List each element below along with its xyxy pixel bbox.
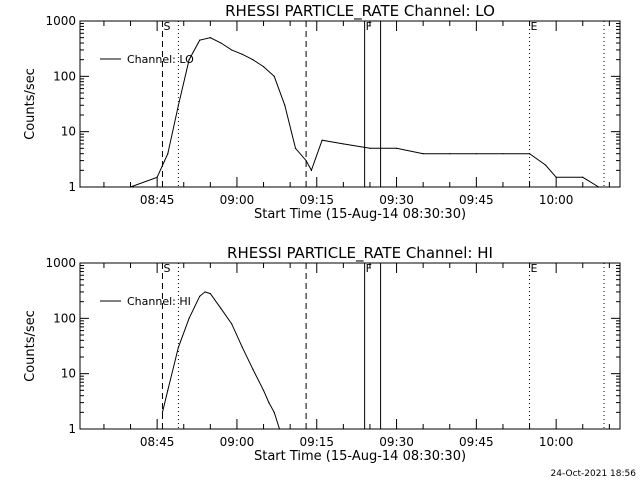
x-tick-label: 09:30 bbox=[379, 193, 414, 207]
x-tick-label: 08:45 bbox=[140, 435, 175, 449]
flag-label: F bbox=[366, 20, 372, 33]
data-point bbox=[598, 186, 600, 188]
data-point bbox=[129, 186, 132, 188]
data-point bbox=[369, 147, 371, 149]
data-point bbox=[241, 346, 243, 348]
data-point bbox=[220, 42, 222, 44]
data-point bbox=[544, 164, 547, 166]
data-point bbox=[310, 169, 313, 171]
data-point bbox=[188, 317, 190, 319]
data-point bbox=[475, 153, 477, 155]
y-tick-label: 1000 bbox=[45, 14, 76, 28]
y-axis-label: Counts/sec bbox=[23, 68, 38, 140]
data-point bbox=[284, 104, 286, 106]
data-point bbox=[204, 291, 206, 293]
chart-title: RHESSI PARTICLE_RATE Channel: HI bbox=[227, 244, 493, 263]
data-point bbox=[555, 176, 557, 178]
flag-label: E bbox=[531, 20, 538, 33]
panel-hi: 1 10 100 1000 08:45 09:00 09:15 09:30 09:45 10:00… bbox=[23, 244, 621, 464]
data-point bbox=[167, 389, 169, 391]
y-axis-label: Counts/sec bbox=[23, 310, 38, 382]
series-line bbox=[162, 291, 280, 430]
data-point bbox=[241, 53, 243, 55]
x-tick-label: 09:45 bbox=[459, 193, 494, 207]
data-point bbox=[177, 104, 180, 106]
x-tick-label: 08:45 bbox=[140, 193, 175, 207]
data-point bbox=[209, 37, 211, 39]
data-point bbox=[502, 153, 504, 155]
data-point bbox=[156, 176, 158, 178]
y-tick-label: 100 bbox=[53, 69, 76, 83]
flag-label: S bbox=[163, 20, 170, 33]
data-point bbox=[268, 401, 270, 404]
y-tick-label: 1 bbox=[68, 180, 76, 194]
x-tick-label: 09:45 bbox=[459, 435, 494, 449]
y-tick-label: 1 bbox=[68, 422, 76, 436]
data-point bbox=[305, 159, 307, 162]
data-point bbox=[220, 307, 222, 310]
data-point bbox=[167, 153, 169, 155]
x-axis-label: Start Time (15-Aug-14 08:30:30) bbox=[254, 449, 466, 464]
data-point bbox=[199, 39, 201, 41]
data-point bbox=[252, 59, 254, 61]
x-tick-label: 09:15 bbox=[299, 193, 334, 207]
data-point bbox=[321, 139, 323, 141]
x-tick-label: 09:15 bbox=[299, 435, 334, 449]
data-point bbox=[422, 153, 424, 155]
y-tick-label: 100 bbox=[53, 311, 76, 325]
x-tick-label: 09:30 bbox=[379, 435, 414, 449]
legend-label: Channel: LO bbox=[127, 53, 194, 66]
data-point bbox=[199, 295, 201, 297]
legend-label: Channel: HI bbox=[127, 295, 191, 308]
y-tick-label: 1000 bbox=[45, 256, 76, 270]
flag-label: S bbox=[163, 262, 170, 275]
data-point bbox=[161, 411, 164, 413]
flag-label: F bbox=[366, 262, 372, 275]
data-point bbox=[79, 186, 81, 188]
data-point bbox=[103, 186, 105, 188]
x-tick-label: 09:00 bbox=[220, 193, 255, 207]
x-tick-label: 10:00 bbox=[539, 435, 574, 449]
x-axis-label: Start Time (15-Aug-14 08:30:30) bbox=[254, 207, 466, 222]
data-point bbox=[273, 411, 275, 413]
data-point bbox=[342, 143, 344, 145]
data-point bbox=[188, 59, 190, 61]
panel-lo: 1 10 100 1000 08:45 09:00 09:15 09:30 09:45 10:00… bbox=[23, 2, 621, 222]
data-point bbox=[278, 428, 281, 430]
data-point bbox=[395, 147, 398, 149]
chart-title: RHESSI PARTICLE_RATE Channel: LO bbox=[225, 2, 495, 21]
flag-label: E bbox=[531, 262, 538, 275]
data-point bbox=[449, 153, 451, 155]
data-point bbox=[528, 153, 531, 155]
data-point bbox=[273, 75, 275, 77]
data-point bbox=[231, 49, 233, 51]
data-point bbox=[177, 346, 180, 348]
data-point bbox=[209, 292, 211, 295]
data-point bbox=[582, 176, 584, 178]
data-point bbox=[262, 65, 265, 68]
data-point bbox=[294, 147, 297, 149]
plot-frame bbox=[79, 262, 621, 430]
series-line bbox=[80, 37, 599, 188]
y-tick-label: 10 bbox=[61, 367, 76, 381]
plot-frame bbox=[79, 20, 621, 188]
data-point bbox=[262, 389, 265, 391]
timestamp-label: 24-Oct-2021 18:56 bbox=[551, 469, 637, 479]
data-point bbox=[252, 368, 254, 370]
y-tick-label: 10 bbox=[61, 125, 76, 139]
data-point bbox=[231, 323, 233, 325]
x-tick-label: 09:00 bbox=[220, 435, 255, 449]
x-tick-label: 10:00 bbox=[539, 193, 574, 207]
